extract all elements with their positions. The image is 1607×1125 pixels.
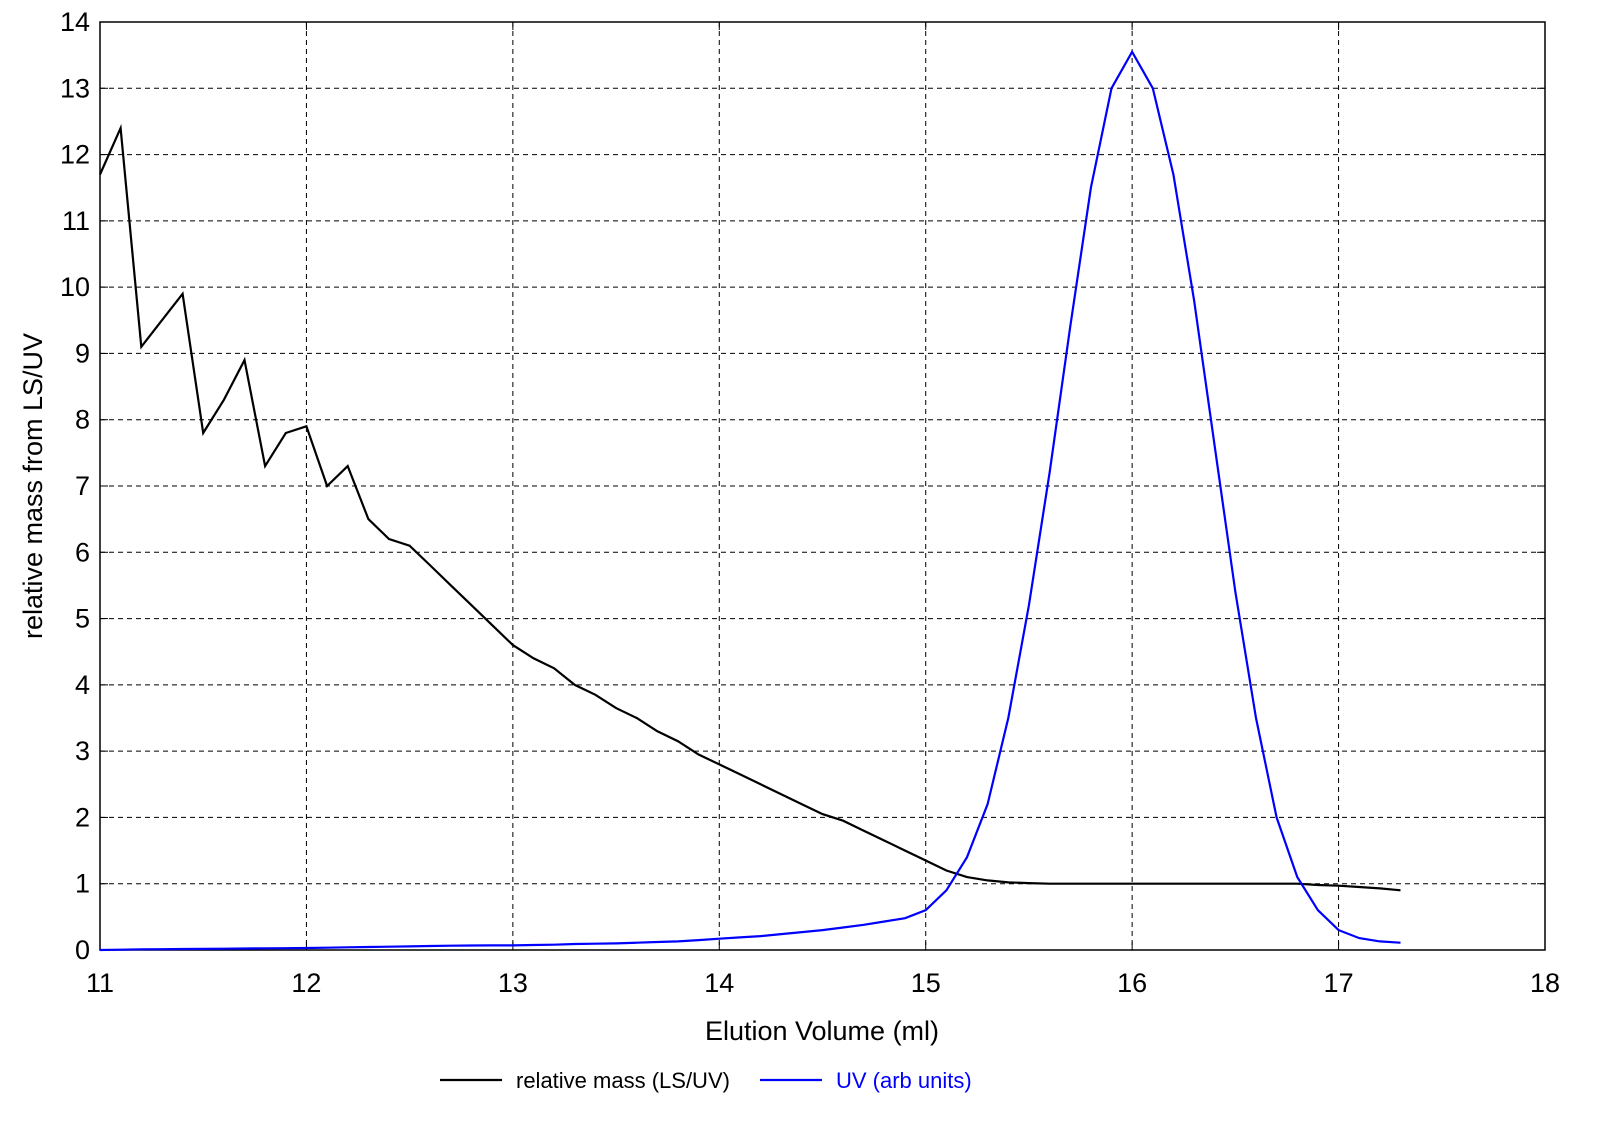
data-line [98,123,1401,892]
y-tick-label: 6 [75,537,90,567]
x-tick-label: 11 [86,968,114,998]
legend-label: relative mass (LS/UV) [516,1068,730,1093]
x-tick-label: 14 [704,968,734,998]
y-tick-label: 7 [75,471,90,501]
x-tick-label: 18 [1530,968,1560,998]
x-tick-label: 15 [911,968,941,998]
x-tick-label: 16 [1117,968,1147,998]
y-tick-label: 2 [75,802,90,832]
y-tick-label: 1 [75,869,90,899]
y-tick-label: 11 [62,206,90,236]
y-tick-label: 8 [75,405,90,435]
y-axis-label: relative mass from LS/UV [18,333,48,639]
x-tick-label: 17 [1324,968,1354,998]
y-tick-label: 9 [75,338,90,368]
legend-label: UV (arb units) [836,1068,972,1093]
y-tick-label: 12 [60,140,90,170]
plot-frame [99,21,1546,951]
x-tick-label: 12 [291,968,321,998]
y-tick-label: 10 [60,272,90,302]
y-tick-label: 14 [60,7,90,37]
y-tick-label: 13 [60,73,90,103]
y-tick-label: 0 [75,935,90,965]
y-tick-label: 4 [75,670,90,700]
x-tick-label: 13 [498,968,528,998]
y-tick-label: 5 [75,604,90,634]
y-tick-label: 3 [75,736,90,766]
x-axis-label: Elution Volume (ml) [705,1016,939,1046]
data-line [99,49,1401,952]
